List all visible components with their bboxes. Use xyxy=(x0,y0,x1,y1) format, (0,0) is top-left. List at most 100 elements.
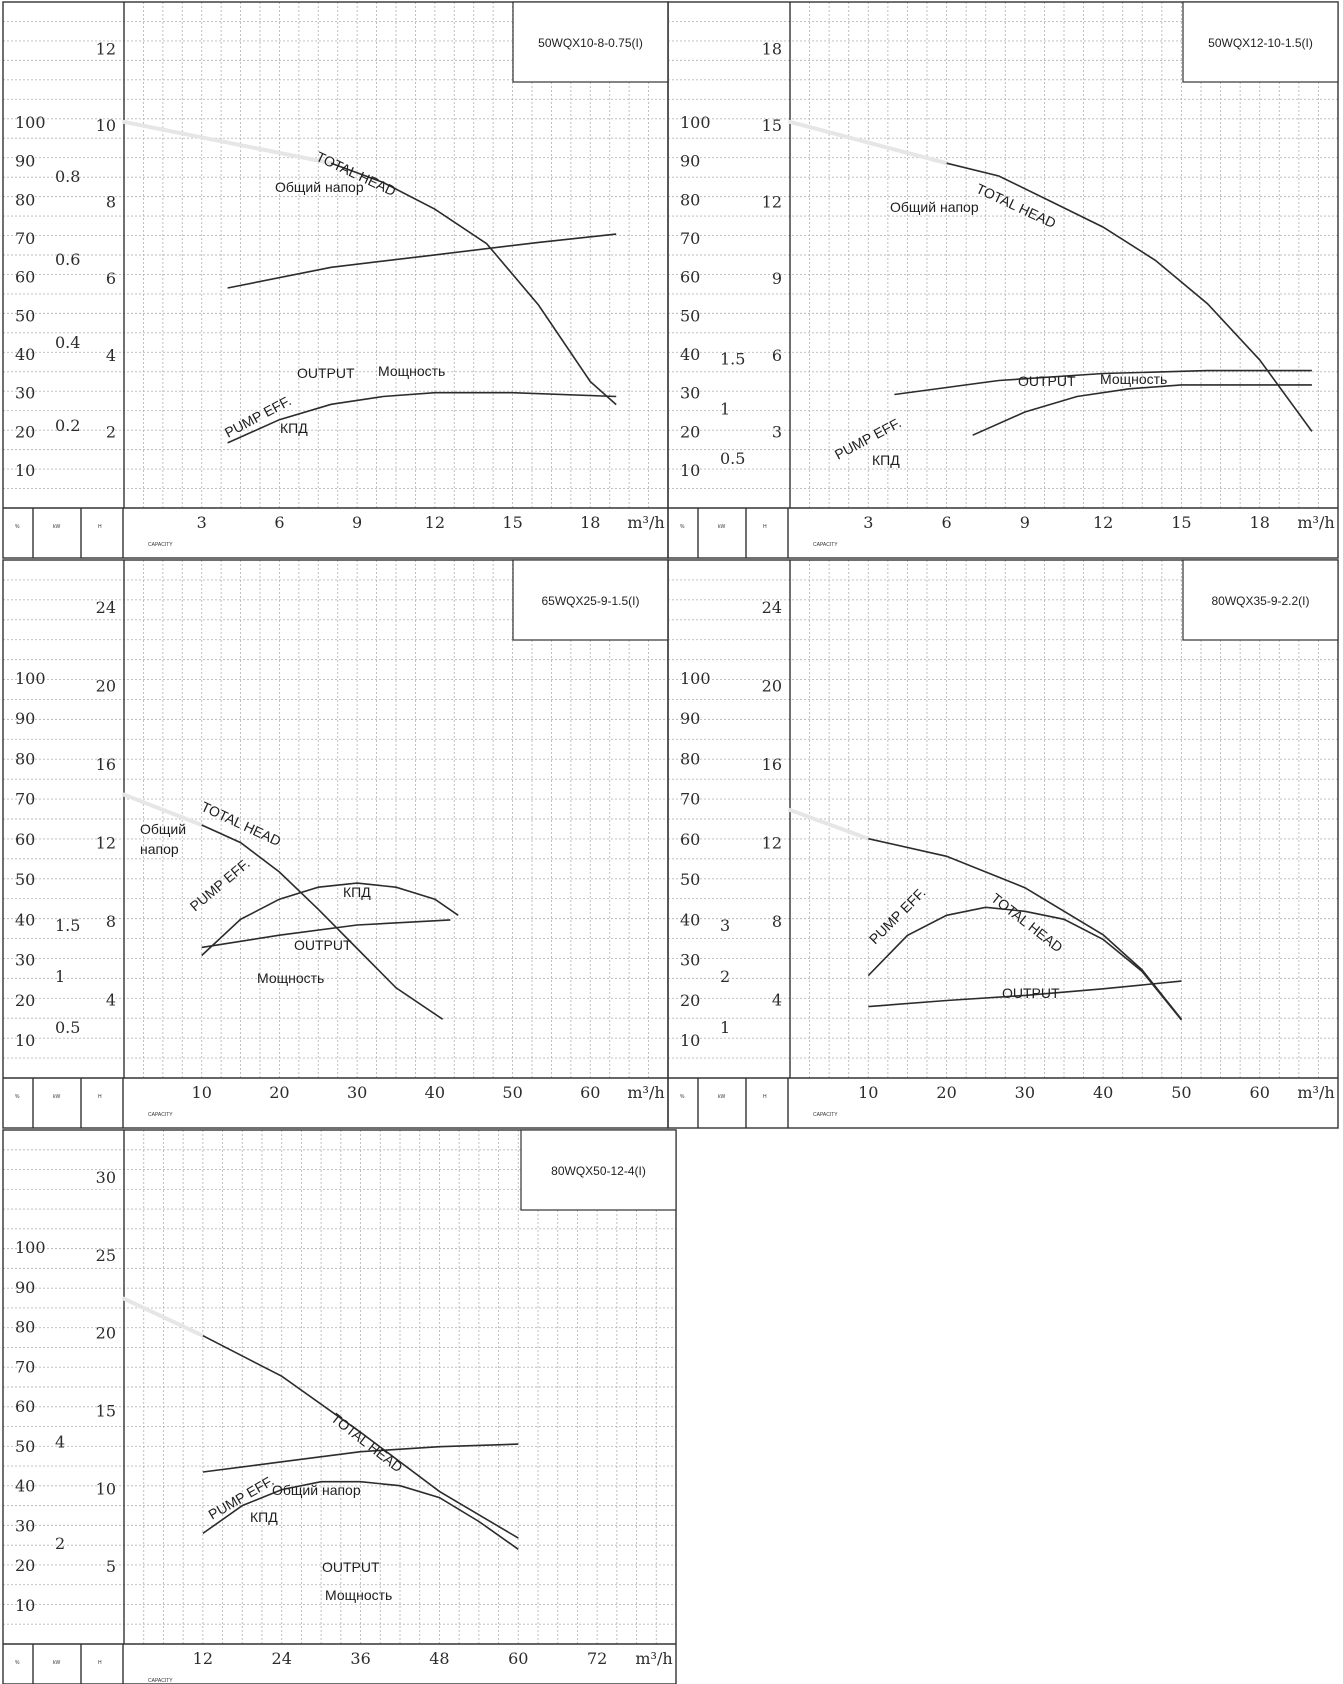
eff-tick-label: 80 xyxy=(680,749,700,768)
eff-tick-label: 100 xyxy=(680,669,711,688)
eff-tick-label: 10 xyxy=(680,1031,700,1050)
eff-tick-label: 90 xyxy=(15,1278,35,1297)
title-box xyxy=(1182,559,1339,641)
head-tick-label: 15 xyxy=(96,1401,116,1420)
power-tick-label: 1 xyxy=(720,399,730,418)
eff-tick-label: 20 xyxy=(15,991,35,1010)
pct-header: % xyxy=(15,1094,20,1100)
pump-eff-curve xyxy=(867,906,1183,1021)
total-head-curve xyxy=(868,837,1183,1020)
chart-title: 50WQX12-10-1.5(I) xyxy=(1208,36,1313,50)
eff-tick-label: 60 xyxy=(680,830,700,849)
x-tick-label: 6 xyxy=(274,513,284,532)
power-tick-label: 1.5 xyxy=(720,350,745,369)
head-tick-label: 5 xyxy=(106,1557,116,1576)
head-tick-label: 20 xyxy=(96,677,116,696)
x-unit-label: m³/h xyxy=(635,1649,672,1668)
panel-frame xyxy=(2,1129,677,1684)
head-tick-label: 8 xyxy=(106,912,116,931)
pct-header: % xyxy=(15,524,20,530)
x-tick-label: 40 xyxy=(1093,1083,1113,1102)
pct-header: % xyxy=(15,1660,20,1666)
x-tick-label: 15 xyxy=(502,513,522,532)
h-header: H xyxy=(98,524,102,530)
x-tick-label: 12 xyxy=(1093,513,1113,532)
head-tick-label: 12 xyxy=(762,193,782,212)
head-tick-label: 30 xyxy=(96,1168,116,1187)
output-curve xyxy=(227,233,617,289)
kw-header: kW xyxy=(718,524,726,530)
x-tick-label: 6 xyxy=(941,513,951,532)
capacity-label: CAPACITY xyxy=(148,1112,173,1118)
eff-tick-label: 80 xyxy=(15,1318,35,1337)
title-box xyxy=(520,1129,677,1211)
x-tick-label: 3 xyxy=(197,513,207,532)
eff-tick-label: 20 xyxy=(15,1556,35,1575)
eff-tick-label: 10 xyxy=(15,1031,35,1050)
eff-tick-label: 10 xyxy=(680,461,700,480)
total-head-ru-label: Общий xyxy=(140,821,186,837)
eff-tick-label: 70 xyxy=(15,1357,35,1376)
head-tick-label: 16 xyxy=(96,755,116,774)
x-tick-label: 36 xyxy=(350,1649,370,1668)
output-curve xyxy=(202,1443,519,1473)
eff-tick-label: 70 xyxy=(680,790,700,809)
h-header: H xyxy=(98,1094,102,1100)
head-tick-label: 12 xyxy=(96,834,116,853)
eff-tick-label: 100 xyxy=(15,1238,46,1257)
total-head-extension xyxy=(788,808,871,841)
x-tick-label: 60 xyxy=(580,1083,600,1102)
eff-tick-label: 50 xyxy=(15,306,35,325)
head-tick-label: 4 xyxy=(772,991,782,1010)
eff-tick-label: 40 xyxy=(15,910,35,929)
total-head-label: TOTAL HEAD xyxy=(974,180,1059,231)
power-tick-label: 2 xyxy=(720,967,730,986)
x-unit-label: m³/h xyxy=(1297,513,1334,532)
head-tick-label: 20 xyxy=(762,677,782,696)
head-tick-label: 10 xyxy=(96,116,116,135)
kw-header: kW xyxy=(718,1094,726,1100)
head-tick-label: 4 xyxy=(106,991,116,1010)
x-tick-label: 20 xyxy=(936,1083,956,1102)
x-tick-label: 24 xyxy=(272,1649,292,1668)
eff-tick-label: 100 xyxy=(15,113,46,132)
output-label: OUTPUT xyxy=(294,937,352,953)
eff-tick-label: 50 xyxy=(15,1437,35,1456)
chart-title: 65WQX25-9-1.5(I) xyxy=(541,594,639,608)
pump-eff-ru-label: КПД xyxy=(872,452,900,468)
pump-eff-ru-label: КПД xyxy=(343,884,371,900)
eff-tick-label: 90 xyxy=(680,709,700,728)
power-tick-label: 1 xyxy=(55,967,65,986)
total-head-ru-label: Общий напор xyxy=(275,179,364,195)
eff-tick-label: 20 xyxy=(15,422,35,441)
total-head-extension xyxy=(122,1296,205,1338)
kw-header: kW xyxy=(53,1094,61,1100)
eff-tick-label: 60 xyxy=(15,1397,35,1416)
head-tick-label: 24 xyxy=(762,598,782,617)
total-head-ru-label: Общий напор xyxy=(272,1482,361,1498)
x-tick-label: 50 xyxy=(502,1083,522,1102)
eff-tick-label: 60 xyxy=(15,830,35,849)
title-box xyxy=(512,1,669,83)
x-tick-label: 12 xyxy=(425,513,445,532)
eff-tick-label: 50 xyxy=(15,870,35,889)
total-head-extension xyxy=(122,119,334,166)
eff-tick-label: 60 xyxy=(680,268,700,287)
head-tick-label: 3 xyxy=(772,422,782,441)
eff-tick-label: 50 xyxy=(680,870,700,889)
eff-tick-label: 40 xyxy=(680,910,700,929)
panel-frame xyxy=(2,1,669,559)
capacity-label: CAPACITY xyxy=(813,1112,838,1118)
x-tick-label: 3 xyxy=(863,513,873,532)
x-tick-label: 10 xyxy=(858,1083,878,1102)
h-header: H xyxy=(98,1660,102,1666)
eff-tick-label: 30 xyxy=(15,1516,35,1535)
x-tick-label: 50 xyxy=(1171,1083,1191,1102)
x-tick-label: 9 xyxy=(1020,513,1030,532)
eff-tick-label: 60 xyxy=(15,268,35,287)
pump-eff-label: PUMP EFF. xyxy=(187,855,253,914)
head-tick-label: 20 xyxy=(96,1324,116,1343)
kw-header: kW xyxy=(53,524,61,530)
